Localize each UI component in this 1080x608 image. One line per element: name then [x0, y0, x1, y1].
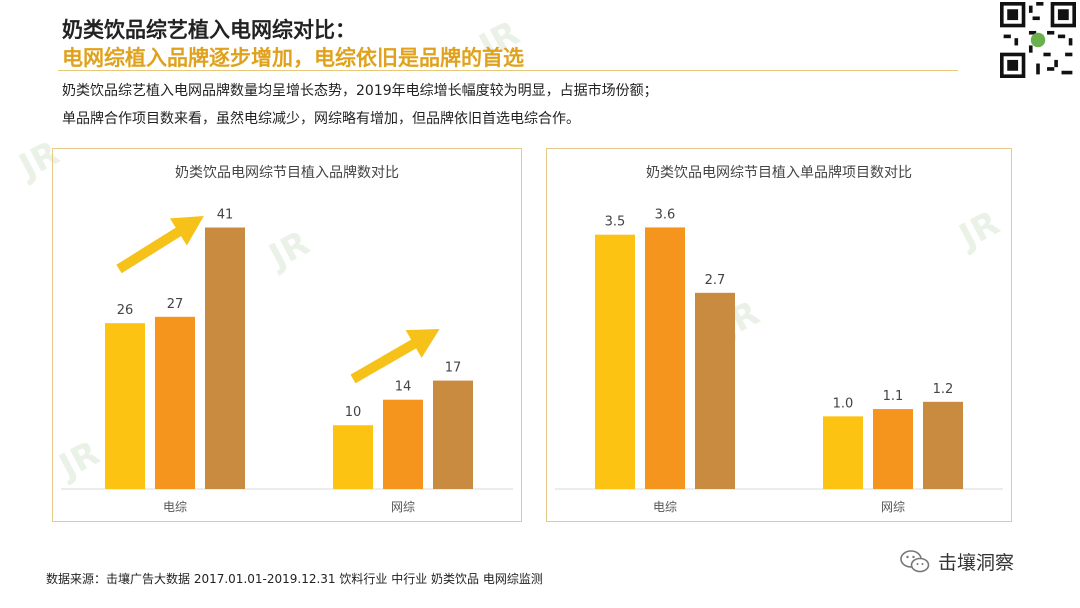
bar: [923, 401, 963, 489]
bar: [823, 416, 863, 489]
bar-value-label: 1.1: [883, 389, 904, 404]
brand-count-chart: 奶类饮品电网综节目植入品牌数对比 26 27 41 电综 10 14 17 网综: [61, 164, 513, 514]
description-line-2: 单品牌合作项目数来看，虽然电综减少，网综略有增加，但品牌依旧首选电综合作。: [62, 111, 580, 127]
bar: [873, 409, 913, 489]
bar: [645, 227, 685, 489]
data-source: 数据来源：击壤广告大数据 2017.01.01-2019.12.31 饮料行业 …: [46, 572, 543, 586]
bar-value-label: 3.6: [655, 207, 676, 222]
wechat-account-name: 击壤洞察: [938, 552, 1015, 574]
bar: [333, 425, 373, 489]
growth-arrow-icon: [350, 329, 440, 384]
category-tick-label: 网综: [391, 500, 415, 514]
bar: [205, 227, 245, 489]
header-divider: [58, 70, 958, 71]
bar: [105, 323, 145, 489]
description-line-1: 奶类饮品综艺植入电网品牌数量均呈增长态势，2019年电综增长幅度较为明显，占据市…: [62, 83, 658, 99]
chart-panel-2: 奶类饮品电网综节目植入单品牌项目数对比 3.5 3.6 2.7 电综 1.0 1.1 1.2 网…: [546, 148, 1012, 522]
chart-title: 奶类饮品电网综节目植入品牌数对比: [175, 164, 399, 181]
bar-value-label: 1.2: [933, 382, 954, 397]
bar-value-label: 10: [345, 405, 362, 420]
bar: [433, 380, 473, 489]
bar: [155, 316, 195, 489]
bar-value-label: 14: [395, 380, 412, 395]
bar-value-label: 2.7: [705, 273, 726, 288]
chart-title: 奶类饮品电网综节目植入单品牌项目数对比: [646, 164, 912, 181]
wechat-icon: [900, 549, 930, 572]
bar-value-label: 3.5: [605, 215, 626, 230]
growth-arrow-icon: [116, 216, 204, 274]
chart-panel-1: 奶类饮品电网综节目植入品牌数对比 26 27 41 电综 10 14 17 网综: [52, 148, 522, 522]
category-tick-label: 电综: [653, 500, 677, 514]
bar-value-label: 27: [167, 297, 184, 312]
page-title: 奶类饮品综艺植入电网综对比：: [62, 18, 356, 42]
bar-value-label: 41: [217, 208, 234, 223]
page-subtitle: 电网综植入品牌逐步增加，电综依旧是品牌的首选: [62, 46, 524, 70]
wechat-brand: 击壤洞察: [900, 548, 1014, 575]
bar-value-label: 17: [445, 361, 462, 376]
bar: [595, 234, 635, 489]
bar: [383, 399, 423, 489]
bar-value-label: 1.0: [833, 396, 854, 411]
category-tick-label: 网综: [881, 500, 905, 514]
qr-code-icon: [1000, 2, 1076, 78]
bar: [695, 292, 735, 489]
bar-value-label: 26: [117, 303, 134, 318]
projects-per-brand-chart: 奶类饮品电网综节目植入单品牌项目数对比 3.5 3.6 2.7 电综 1.0 1.1 1.2 网…: [555, 164, 1003, 514]
category-tick-label: 电综: [163, 500, 187, 514]
